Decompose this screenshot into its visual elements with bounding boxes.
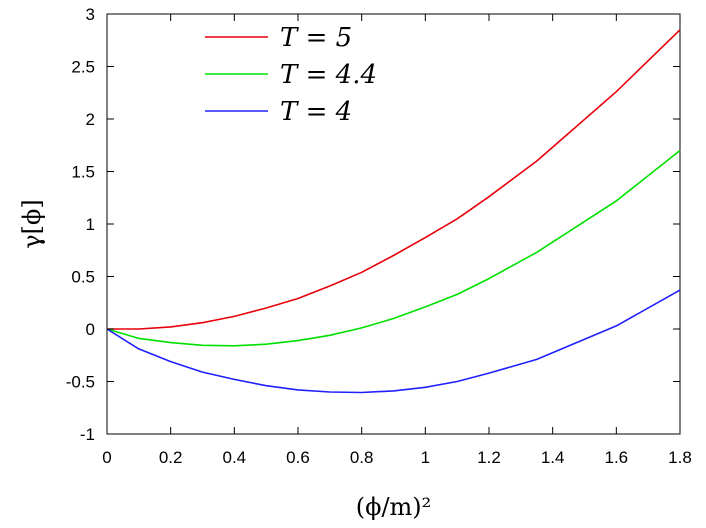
series-line-2 <box>106 289 681 394</box>
x-tick-label: 1.4 <box>541 448 565 467</box>
y-tick-label: 1.5 <box>71 163 95 182</box>
y-tick-label: 2 <box>86 110 95 129</box>
legend-label-1: T = 4.4 <box>280 60 377 90</box>
y-tick-label: 3 <box>86 5 95 24</box>
x-tick-label: 0.4 <box>223 448 247 467</box>
y-tick-label: 0.5 <box>71 268 95 287</box>
x-axis-title: (ϕ/m)² <box>356 493 432 521</box>
x-tick-label: 0.6 <box>286 448 310 467</box>
x-tick-label: 0.8 <box>350 448 374 467</box>
x-axis: 0 0.2 0.4 0.6 0.8 1 1.2 1.4 1.6 1.8 <box>102 14 692 467</box>
y-axis-title: γ[ϕ] <box>18 199 46 248</box>
x-tick-label: 1 <box>421 448 430 467</box>
plot-frame <box>106 13 681 435</box>
y-tick-label: -1 <box>80 425 95 444</box>
plot-border <box>106 13 681 435</box>
x-tick-label: 0.2 <box>159 448 183 467</box>
y-tick-label: 2.5 <box>71 58 95 77</box>
y-tick-label: -0.5 <box>66 373 95 392</box>
x-tick-label: 0 <box>102 448 111 467</box>
x-tick-label: 1.8 <box>668 448 692 467</box>
y-tick-label: 1 <box>86 215 95 234</box>
legend: T = 5 T = 4.4 T = 4 <box>205 23 377 127</box>
y-axis: -1 -0.5 0 0.5 1 1.5 2 2.5 3 <box>66 5 680 444</box>
y-tick-label: 0 <box>86 320 95 339</box>
series-line-1 <box>106 149 681 347</box>
series-layer <box>106 29 681 394</box>
series-line-0 <box>107 29 681 330</box>
legend-label-0: T = 5 <box>280 23 352 53</box>
x-tick-label: 1.2 <box>477 448 501 467</box>
x-tick-label: 1.6 <box>605 448 629 467</box>
legend-label-2: T = 4 <box>280 97 352 127</box>
